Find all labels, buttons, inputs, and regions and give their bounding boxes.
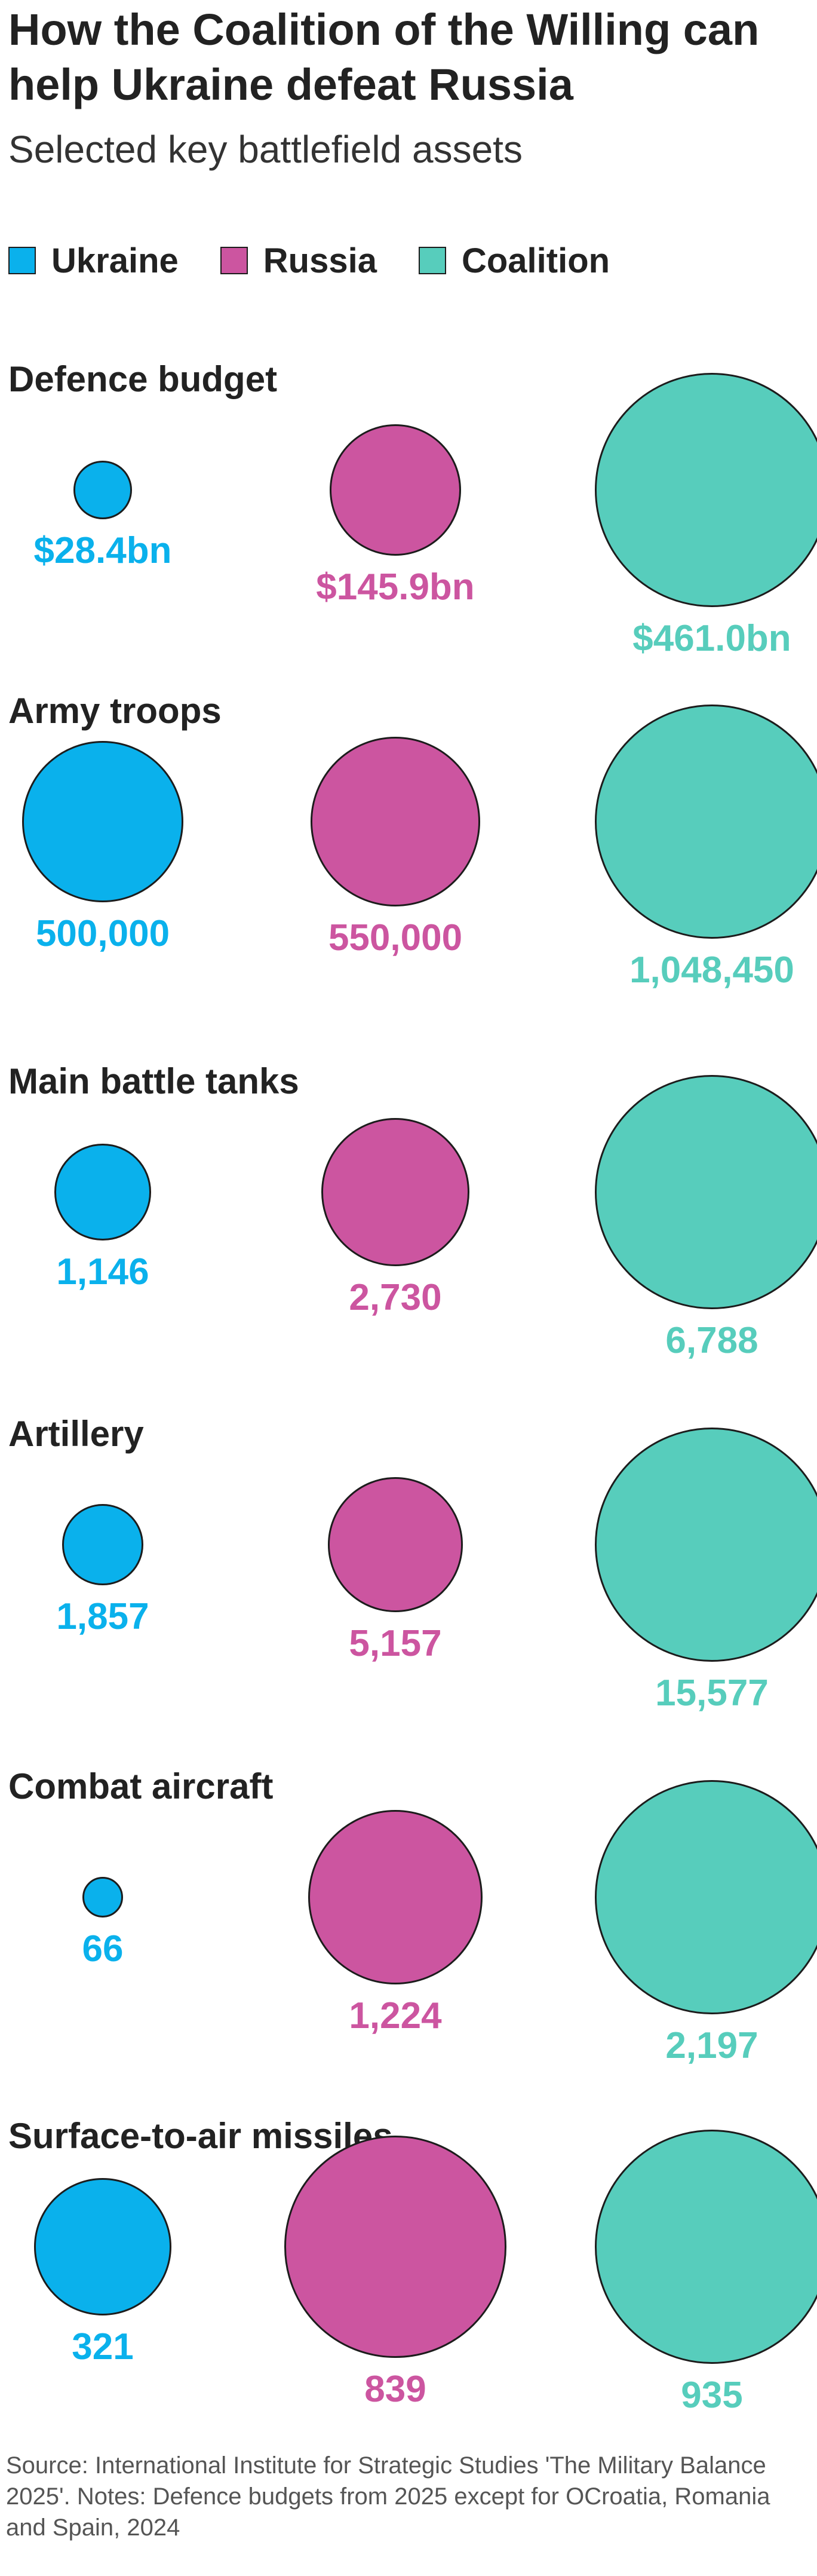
legend: Ukraine Russia Coalition	[8, 237, 652, 284]
panel-title-artillery: Artillery	[8, 1414, 144, 1454]
value-label-army-troops-coalition: 1,048,450	[629, 949, 794, 991]
circle-artillery-coalition	[595, 1428, 817, 1662]
value-label-main-battle-tanks-ukraine: 1,146	[56, 1251, 149, 1292]
legend-item-ukraine: Ukraine	[8, 241, 179, 281]
value-label-surface-to-air-missiles-russia: 839	[364, 2368, 426, 2410]
legend-swatch-russia	[220, 247, 248, 274]
value-label-defence-budget-coalition: $461.0bn	[632, 618, 791, 659]
chart-subtitle: Selected key battlefield assets	[8, 128, 523, 171]
circle-artillery-russia	[328, 1477, 463, 1612]
circle-army-troops-coalition	[595, 705, 817, 939]
panel-title-surface-to-air-missiles: Surface-to-air missiles	[8, 2116, 393, 2156]
circle-army-troops-ukraine	[22, 740, 184, 903]
panel-title-defence-budget: Defence budget	[8, 359, 278, 399]
value-label-artillery-coalition: 15,577	[655, 1673, 769, 1714]
legend-label-coalition: Coalition	[461, 241, 610, 280]
value-label-army-troops-ukraine: 500,000	[35, 913, 170, 955]
legend-swatch-coalition	[418, 247, 446, 274]
value-label-combat-aircraft-russia: 1,224	[349, 1995, 442, 2037]
circle-defence-budget-russia	[329, 424, 462, 556]
circle-army-troops-russia	[311, 737, 480, 906]
circle-combat-aircraft-ukraine	[82, 1877, 123, 1918]
source-note: Source: International Institute for Stra…	[6, 2452, 770, 2541]
circle-main-battle-tanks-ukraine	[54, 1144, 151, 1240]
value-label-surface-to-air-missiles-ukraine: 321	[72, 2326, 134, 2367]
legend-item-coalition: Coalition	[418, 241, 610, 281]
value-label-defence-budget-russia: $145.9bn	[316, 566, 475, 608]
legend-swatch-ukraine	[8, 247, 36, 274]
legend-label-ukraine: Ukraine	[51, 241, 179, 280]
circle-main-battle-tanks-russia	[321, 1117, 470, 1267]
panel-title-combat-aircraft: Combat aircraft	[8, 1766, 274, 1806]
circle-main-battle-tanks-coalition	[595, 1075, 817, 1309]
circle-defence-budget-coalition	[595, 373, 817, 607]
circle-defence-budget-ukraine	[73, 461, 132, 519]
value-label-main-battle-tanks-coalition: 6,788	[665, 1320, 758, 1361]
circle-surface-to-air-missiles-russia	[284, 2136, 506, 2358]
legend-label-russia: Russia	[263, 241, 377, 280]
panel-title-army-troops: Army troops	[8, 691, 222, 731]
circle-combat-aircraft-russia	[308, 1809, 483, 1985]
value-label-artillery-ukraine: 1,857	[56, 1595, 149, 1637]
value-label-surface-to-air-missiles-coalition: 935	[681, 2375, 743, 2416]
legend-item-russia: Russia	[220, 241, 377, 281]
circle-artillery-ukraine	[62, 1504, 143, 1585]
panel-title-main-battle-tanks: Main battle tanks	[8, 1061, 299, 1101]
value-label-army-troops-russia: 550,000	[328, 917, 463, 958]
circle-surface-to-air-missiles-coalition	[595, 2130, 817, 2364]
value-label-combat-aircraft-coalition: 2,197	[665, 2025, 758, 2066]
circle-surface-to-air-missiles-ukraine	[34, 2178, 171, 2315]
chart-title: How the Coalition of the Willing can hel…	[8, 5, 760, 109]
value-label-combat-aircraft-ukraine: 66	[82, 1928, 124, 1969]
circle-combat-aircraft-coalition	[595, 1780, 817, 2014]
value-label-main-battle-tanks-russia: 2,730	[349, 1277, 442, 1319]
value-label-defence-budget-ukraine: $28.4bn	[33, 529, 172, 571]
value-label-artillery-russia: 5,157	[349, 1622, 442, 1664]
